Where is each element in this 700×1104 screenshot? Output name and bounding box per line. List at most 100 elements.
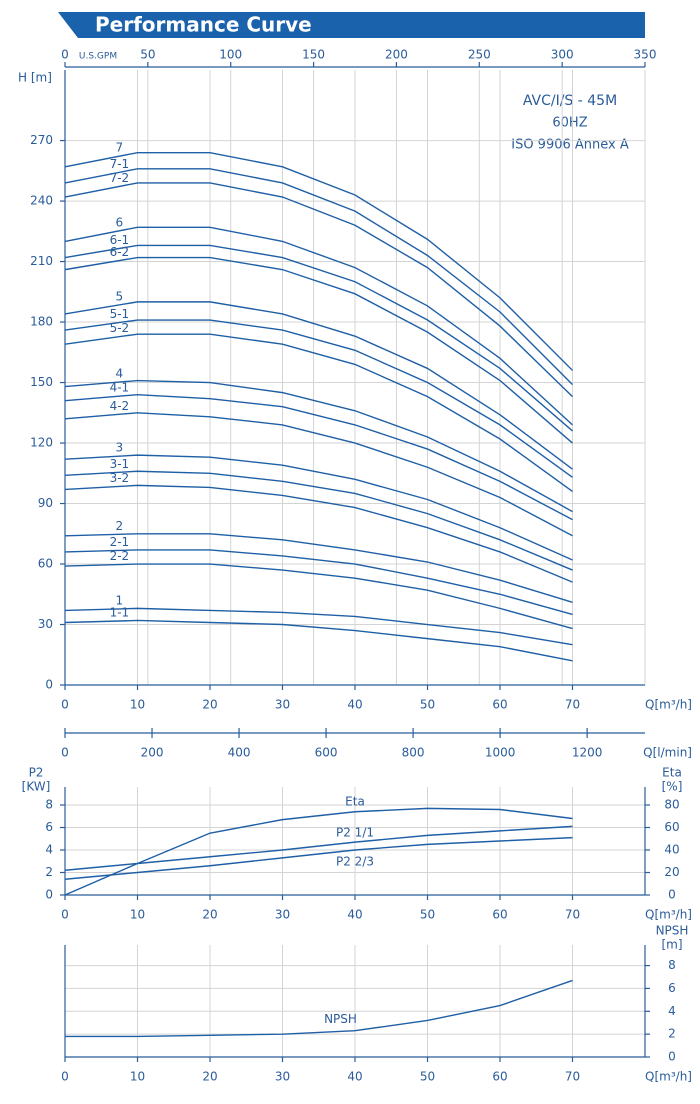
- curve: [64, 454, 573, 561]
- y2-axis-label: Eta: [662, 766, 682, 780]
- x2-tick-label: 300: [551, 48, 574, 62]
- y-tick-label: 150: [30, 375, 53, 389]
- y-tick-label: 2: [45, 865, 53, 879]
- curve: [64, 244, 573, 432]
- x-tick-label: 40: [347, 908, 362, 922]
- y-axis-label: P2: [29, 766, 44, 780]
- y2-tick-label: 0: [668, 888, 676, 902]
- x-tick-label: 0: [61, 1070, 69, 1084]
- x-tick-label: 70: [565, 1070, 580, 1084]
- title-banner: [58, 12, 645, 38]
- x-axis-label: Q[m³/h]: [645, 1070, 692, 1084]
- x-tick-label: 50: [420, 908, 435, 922]
- curve-label: 7-1: [110, 157, 130, 171]
- x3-tick-label: 1000: [485, 746, 516, 760]
- chart-title: Performance Curve: [95, 13, 312, 37]
- curve: [64, 619, 573, 662]
- y-tick-label: 0: [45, 678, 53, 692]
- curve: [64, 607, 573, 646]
- curve-label: 5: [116, 289, 124, 303]
- y-axis-unit: [KW]: [22, 780, 51, 794]
- curve-label: P2 1/1: [336, 826, 374, 840]
- x-tick-label: 40: [347, 698, 362, 712]
- y-tick-label: 6: [45, 820, 53, 834]
- x-tick-label: 0: [61, 698, 69, 712]
- x-tick-label: 40: [347, 1070, 362, 1084]
- curve: [64, 168, 573, 386]
- y2-tick-label: 0: [668, 1050, 676, 1064]
- y2-axis-unit: [m]: [661, 938, 682, 952]
- curve-label: 2-1: [110, 535, 130, 549]
- y2-axis-unit: [%]: [662, 780, 683, 794]
- curve-label: 5-2: [110, 321, 130, 335]
- y2-axis-label: NPSH: [656, 924, 689, 938]
- x2-tick-label: 350: [634, 48, 657, 62]
- curve-label: NPSH: [324, 1012, 357, 1026]
- curve: [64, 226, 573, 426]
- curve: [64, 533, 573, 603]
- y2-tick-label: 40: [664, 843, 679, 857]
- x-tick-label: 30: [275, 1070, 290, 1084]
- curve: [65, 979, 573, 1038]
- y-tick-label: 210: [30, 254, 53, 268]
- x3-tick-label: 600: [315, 746, 338, 760]
- y-tick-label: 60: [38, 557, 53, 571]
- y-tick-label: 240: [30, 194, 53, 208]
- x3-tick-label: 800: [402, 746, 425, 760]
- x2-tick-label: 100: [219, 48, 242, 62]
- x-tick-label: 10: [130, 908, 145, 922]
- curve-label: 6-2: [110, 245, 130, 259]
- annotation: AVC/I/S - 45M: [523, 93, 617, 109]
- curve-label: 1: [116, 593, 124, 607]
- y2-tick-label: 8: [668, 958, 676, 972]
- y2-tick-label: 60: [664, 820, 679, 834]
- curve: [64, 563, 573, 630]
- x-tick-label: 10: [130, 1070, 145, 1084]
- curve-label: 4-1: [110, 381, 130, 395]
- x-tick-label: 70: [565, 908, 580, 922]
- curve-label: 4: [116, 367, 124, 381]
- y2-tick-label: 80: [664, 798, 679, 812]
- x3-tick-label: 1200: [572, 746, 603, 760]
- curve: [64, 182, 573, 398]
- x-tick-label: 20: [202, 908, 217, 922]
- curve: [64, 807, 573, 896]
- y-axis-label: H [m]: [18, 71, 52, 85]
- curve-label: 7: [116, 141, 124, 155]
- curve: [64, 151, 573, 371]
- y-tick-label: 120: [30, 436, 53, 450]
- y-tick-label: 8: [45, 798, 53, 812]
- curve: [64, 412, 573, 537]
- y2-tick-label: 2: [668, 1027, 676, 1041]
- annotation: ISO 9906 Annex A: [511, 138, 629, 153]
- curve: [64, 549, 573, 616]
- curve: [64, 836, 573, 880]
- curve-label: Eta: [345, 794, 365, 808]
- x3-axis-label: Q[l/min]: [643, 746, 692, 760]
- x2-axis-label: U.S.GPM: [79, 52, 117, 62]
- x-tick-label: 50: [420, 1070, 435, 1084]
- curve: [64, 393, 573, 521]
- curve: [64, 825, 573, 871]
- curve-label: 3-1: [110, 457, 130, 471]
- x-tick-label: 0: [61, 908, 69, 922]
- x2-tick-label: 200: [385, 48, 408, 62]
- x3-tick-label: 0: [61, 746, 69, 760]
- curve-label: 1-1: [110, 605, 130, 619]
- x-tick-label: 20: [202, 1070, 217, 1084]
- curve: [64, 379, 573, 513]
- y2-tick-label: 4: [668, 1004, 676, 1018]
- curve: [64, 333, 573, 492]
- x-tick-label: 60: [492, 908, 507, 922]
- curve-label: 3-2: [110, 471, 130, 485]
- annotation: 60HZ: [552, 116, 587, 131]
- x2-tick-label: 0: [61, 48, 69, 62]
- curve-label: 3: [116, 441, 124, 455]
- y2-tick-label: 20: [664, 865, 679, 879]
- x2-tick-label: 50: [140, 48, 155, 62]
- curve: [64, 319, 573, 478]
- x3-tick-label: 400: [228, 746, 251, 760]
- x-tick-label: 60: [492, 698, 507, 712]
- curve-label: 5-1: [110, 307, 130, 321]
